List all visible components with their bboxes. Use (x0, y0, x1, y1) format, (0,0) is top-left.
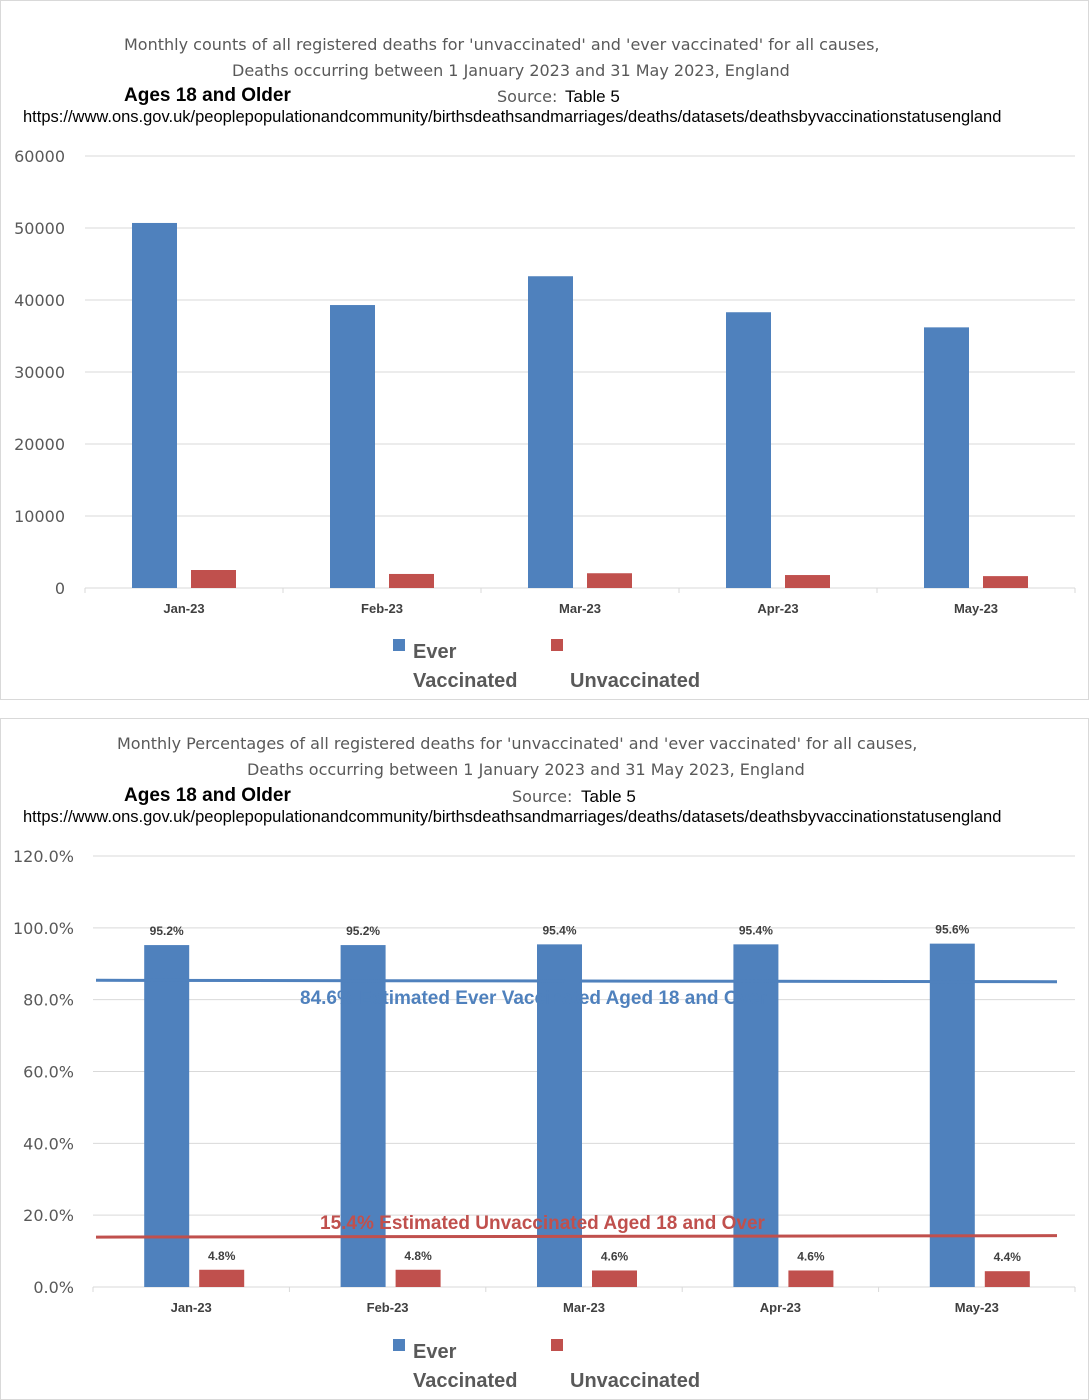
x-tick-label: Jan-23 (171, 1300, 212, 1315)
x-tick-label: Apr-23 (757, 601, 798, 616)
y-tick-label: 0 (55, 579, 65, 598)
reference-line (95, 978, 1058, 984)
x-tick-label: Mar-23 (563, 1300, 605, 1315)
bar-unvaccinated (983, 576, 1028, 588)
bar-unvaccinated (389, 573, 434, 588)
data-label: 4.8% (208, 1249, 236, 1263)
legend-label: Vaccinated (413, 1370, 518, 1392)
data-label: 95.2% (150, 924, 184, 938)
source-url: https://www.ons.gov.uk/peoplepopulationa… (23, 808, 1002, 826)
bar-ever-vaccinated (733, 944, 779, 1287)
y-tick-label: 0.0% (33, 1278, 74, 1297)
chart-title: Monthly Percentages of all registered de… (117, 734, 918, 753)
chart-title: Monthly counts of all registered deaths … (124, 35, 880, 54)
chart-subtitle: Deaths occurring between 1 January 2023 … (247, 760, 805, 779)
data-label: 95.2% (346, 924, 380, 938)
bar-unvaccinated (984, 1271, 1030, 1287)
bar-unvaccinated (788, 1270, 834, 1287)
legend-label: Vaccinated (413, 670, 518, 692)
y-tick-label: 30000 (14, 363, 65, 382)
y-tick-label: 20000 (14, 435, 65, 454)
bar-ever-vaccinated (144, 945, 190, 1287)
bar-ever-vaccinated (132, 222, 177, 588)
age-label: Ages 18 and Older (124, 85, 291, 106)
legend-swatch-ever-vaccinated (393, 1339, 405, 1351)
y-tick-label: 50000 (14, 219, 65, 238)
chart-percentages-plot: 0.0% 20.0% 40.0% 60.0% 80.0% 100.0% 120.0% Jan-… (13, 847, 1076, 1392)
source-label: Source: (497, 87, 558, 106)
x-tick-label: Jan-23 (163, 601, 204, 616)
x-tick-label: Apr-23 (760, 1300, 801, 1315)
data-label: 4.6% (601, 1249, 629, 1263)
y-tick-label: 60000 (14, 147, 65, 166)
x-tick-label: May-23 (954, 601, 998, 616)
y-tick-label: 40.0% (23, 1134, 74, 1153)
x-tick-label: Feb-23 (361, 601, 403, 616)
legend-label: Ever (413, 641, 457, 663)
x-tick-label: Feb-23 (367, 1300, 409, 1315)
bar-unvaccinated (785, 575, 830, 588)
bar-ever-vaccinated (924, 327, 969, 588)
chart-counts-panel: Monthly counts of all registered deaths … (0, 0, 1089, 700)
data-label: 95.4% (739, 923, 773, 937)
y-tick-label: 80.0% (23, 991, 74, 1010)
x-tick-label: May-23 (955, 1300, 999, 1315)
data-label: 4.6% (797, 1249, 825, 1263)
reference-line (95, 1234, 1058, 1239)
y-tick-label: 40000 (14, 291, 65, 310)
source-value: Table 5 (565, 87, 620, 106)
source-url: https://www.ons.gov.uk/peoplepopulationa… (23, 108, 1002, 126)
chart-percentages-panel: Monthly Percentages of all registered de… (0, 718, 1089, 1400)
bar-unvaccinated (199, 1269, 245, 1287)
reference-line-label: 15.4% Estimated Unvaccinated Aged 18 and… (320, 1213, 766, 1234)
bar-unvaccinated (395, 1269, 441, 1287)
chart-subtitle: Deaths occurring between 1 January 2023 … (232, 61, 790, 80)
bar-ever-vaccinated (929, 943, 975, 1287)
age-label: Ages 18 and Older (124, 785, 291, 806)
legend-swatch-ever-vaccinated (393, 639, 405, 651)
y-tick-label: 120.0% (13, 847, 74, 866)
legend-label: Ever (413, 1341, 457, 1363)
chart-counts-plot: 0 10000 20000 30000 40000 50000 60000 Jan-23 Feb… (14, 147, 1076, 692)
bar-unvaccinated (587, 573, 632, 588)
bar-ever-vaccinated (528, 276, 573, 588)
y-tick-label: 100.0% (13, 919, 74, 938)
x-tick-label: Mar-23 (559, 601, 601, 616)
y-tick-label: 60.0% (23, 1063, 74, 1082)
bar-unvaccinated (592, 1270, 637, 1287)
y-tick-label: 20.0% (23, 1206, 74, 1225)
bar-ever-vaccinated (537, 944, 582, 1287)
data-label: 95.6% (935, 923, 969, 937)
source-value: Table 5 (581, 787, 636, 806)
legend-label: Unvaccinated (570, 1370, 700, 1392)
bar-ever-vaccinated (330, 305, 375, 588)
data-label: 95.4% (542, 923, 576, 937)
bar-ever-vaccinated (726, 312, 771, 588)
y-tick-label: 10000 (14, 507, 65, 526)
legend-swatch-unvaccinated (551, 1339, 563, 1351)
reference-line-label: 84.6% Estimated Ever Vaccinated Aged 18 … (300, 988, 768, 1009)
legend-swatch-unvaccinated (551, 639, 563, 651)
bar-ever-vaccinated (340, 945, 386, 1287)
data-label: 4.8% (404, 1249, 432, 1263)
bar-unvaccinated (191, 570, 236, 588)
source-label: Source: (512, 787, 573, 806)
legend-label: Unvaccinated (570, 670, 700, 692)
data-label: 4.4% (994, 1250, 1022, 1264)
